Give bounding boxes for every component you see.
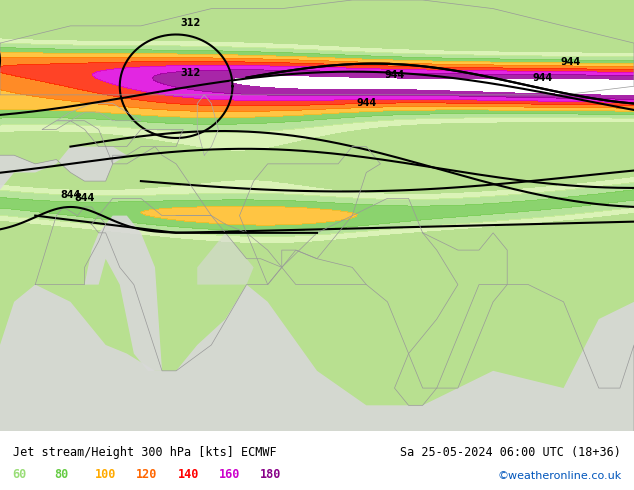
Text: 100: 100 (95, 468, 117, 481)
Text: 180: 180 (260, 468, 281, 481)
Text: ©weatheronline.co.uk: ©weatheronline.co.uk (497, 471, 621, 481)
Text: 60: 60 (13, 468, 27, 481)
Text: 80: 80 (54, 468, 68, 481)
Text: 312: 312 (180, 68, 200, 78)
Text: Sa 25-05-2024 06:00 UTC (18+36): Sa 25-05-2024 06:00 UTC (18+36) (401, 446, 621, 459)
Text: 944: 944 (560, 57, 581, 67)
Text: 844: 844 (60, 190, 81, 200)
Text: 160: 160 (219, 468, 240, 481)
Polygon shape (0, 285, 634, 431)
Polygon shape (84, 216, 162, 371)
Text: 944: 944 (356, 98, 377, 108)
Text: 944: 944 (533, 73, 553, 83)
Text: 312: 312 (180, 18, 200, 28)
Polygon shape (0, 147, 127, 216)
Polygon shape (197, 233, 254, 285)
Text: 140: 140 (178, 468, 199, 481)
Text: 844: 844 (74, 194, 94, 203)
Text: Jet stream/Height 300 hPa [kts] ECMWF: Jet stream/Height 300 hPa [kts] ECMWF (13, 446, 276, 459)
Text: 120: 120 (136, 468, 158, 481)
Text: 944: 944 (384, 70, 404, 79)
